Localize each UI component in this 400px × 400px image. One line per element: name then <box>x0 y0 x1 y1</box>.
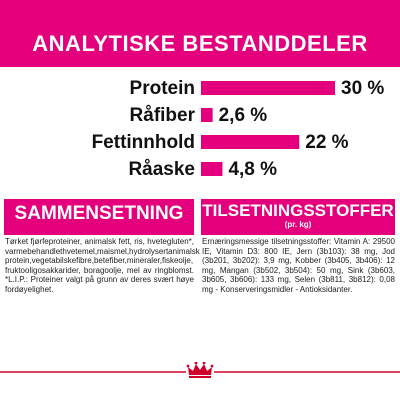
nutrient-value: 30 % <box>341 78 384 99</box>
additives-header: TILSETNINGSSTOFFER (pr. kg) <box>201 199 395 235</box>
nutrient-label: Protein <box>130 78 195 99</box>
nutrient-value: 2,6 % <box>219 105 268 126</box>
header-banner: ANALYTISKE BESTANDDELER <box>0 0 400 67</box>
nutrient-label: Råaske <box>128 159 195 180</box>
nutrient-label: Råfiber <box>130 105 196 126</box>
nutrient-value: 22 % <box>305 132 348 153</box>
nutrient-label: Fettinnhold <box>92 132 195 153</box>
nutrient-chart: Protein 30 % Råfiber 2,6 % Fettinnhold 22 % Rå… <box>92 78 385 180</box>
composition-text: Tørket fjørfeproteiner, animalsk fett, r… <box>5 237 200 294</box>
footer-line <box>0 362 400 378</box>
nutrient-bar <box>201 81 335 95</box>
nutrient-bar <box>201 162 223 176</box>
composition-title: SAMMENSETNING <box>14 203 184 224</box>
additives-text: Ernæringsmessige tilsetningsstoffer: Vit… <box>202 237 395 294</box>
nutrient-value: 4,8 % <box>228 159 277 180</box>
composition-header: SAMMENSETNING <box>4 199 194 235</box>
page-title: ANALYTISKE BESTANDDELER <box>32 31 368 56</box>
royal-canin-crown-icon <box>186 362 214 378</box>
additives-subtitle: (pr. kg) <box>284 220 312 229</box>
nutrient-bar <box>201 135 300 149</box>
nutrient-bar <box>201 108 213 122</box>
additives-title: TILSETNINGSSTOFFER <box>202 201 394 220</box>
